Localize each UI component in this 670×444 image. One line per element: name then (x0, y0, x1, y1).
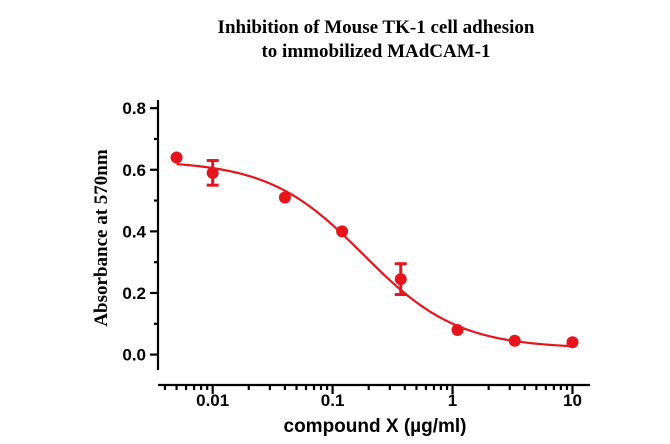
y-tick-label: 0.4 (122, 222, 146, 241)
chart-title: Inhibition of Mouse TK-1 cell adhesion t… (0, 16, 670, 64)
data-point (278, 191, 291, 204)
data-point (508, 334, 521, 347)
fit-curve (176, 163, 573, 348)
x-axis-label: compound X (µg/ml) (284, 416, 467, 437)
axes: 0.0 0.2 0.4 0.6 0.8 0.01 0.1 1 10 (122, 99, 590, 410)
x-tick-label: 10 (563, 391, 582, 410)
data-points-layer (170, 151, 579, 349)
y-tick-label: 0.2 (122, 284, 146, 303)
y-axis-label: Absorbance at 570nm (91, 149, 112, 327)
y-tick-label: 0.0 (122, 346, 146, 365)
data-point (451, 323, 464, 336)
fit-curve-layer (176, 163, 573, 348)
data-point (170, 151, 183, 164)
data-point (336, 225, 349, 238)
y-tick-label: 0.6 (122, 161, 146, 180)
chart-title-line-1: Inhibition of Mouse TK-1 cell adhesion (217, 17, 535, 38)
y-tick-label: 0.8 (122, 99, 146, 118)
data-point (206, 166, 219, 179)
data-point (566, 336, 579, 349)
x-tick-label: 0.1 (321, 391, 345, 410)
x-tick-label: 0.01 (196, 391, 229, 410)
data-point (394, 273, 407, 286)
x-tick-label: 1 (448, 391, 457, 410)
chart-title-line-2: to immobilized MAdCAM-1 (261, 41, 491, 62)
